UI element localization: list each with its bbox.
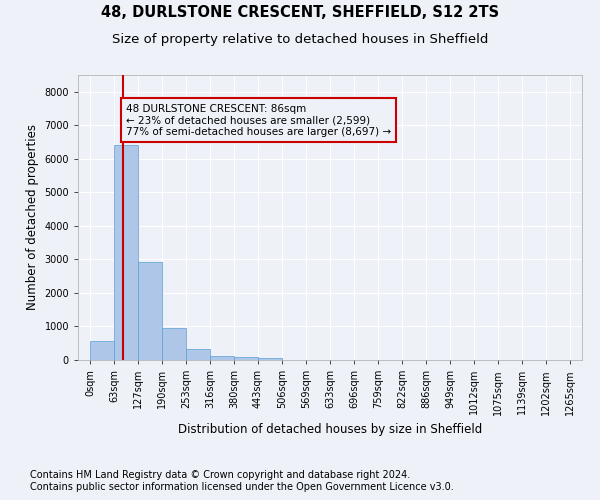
Bar [258,358,282,360]
Bar [90,341,114,360]
Bar [234,357,258,360]
Text: Contains public sector information licensed under the Open Government Licence v3: Contains public sector information licen… [30,482,454,492]
Bar [114,146,138,360]
Bar [210,356,234,360]
Text: 48, DURLSTONE CRESCENT, SHEFFIELD, S12 2TS: 48, DURLSTONE CRESCENT, SHEFFIELD, S12 2… [101,5,499,20]
Text: Contains HM Land Registry data © Crown copyright and database right 2024.: Contains HM Land Registry data © Crown c… [30,470,410,480]
Bar [138,262,162,360]
Text: Distribution of detached houses by size in Sheffield: Distribution of detached houses by size … [178,422,482,436]
Y-axis label: Number of detached properties: Number of detached properties [26,124,39,310]
Text: 48 DURLSTONE CRESCENT: 86sqm
← 23% of detached houses are smaller (2,599)
77% of: 48 DURLSTONE CRESCENT: 86sqm ← 23% of de… [126,104,391,136]
Bar [162,328,186,360]
Bar [186,349,210,360]
Text: Size of property relative to detached houses in Sheffield: Size of property relative to detached ho… [112,32,488,46]
